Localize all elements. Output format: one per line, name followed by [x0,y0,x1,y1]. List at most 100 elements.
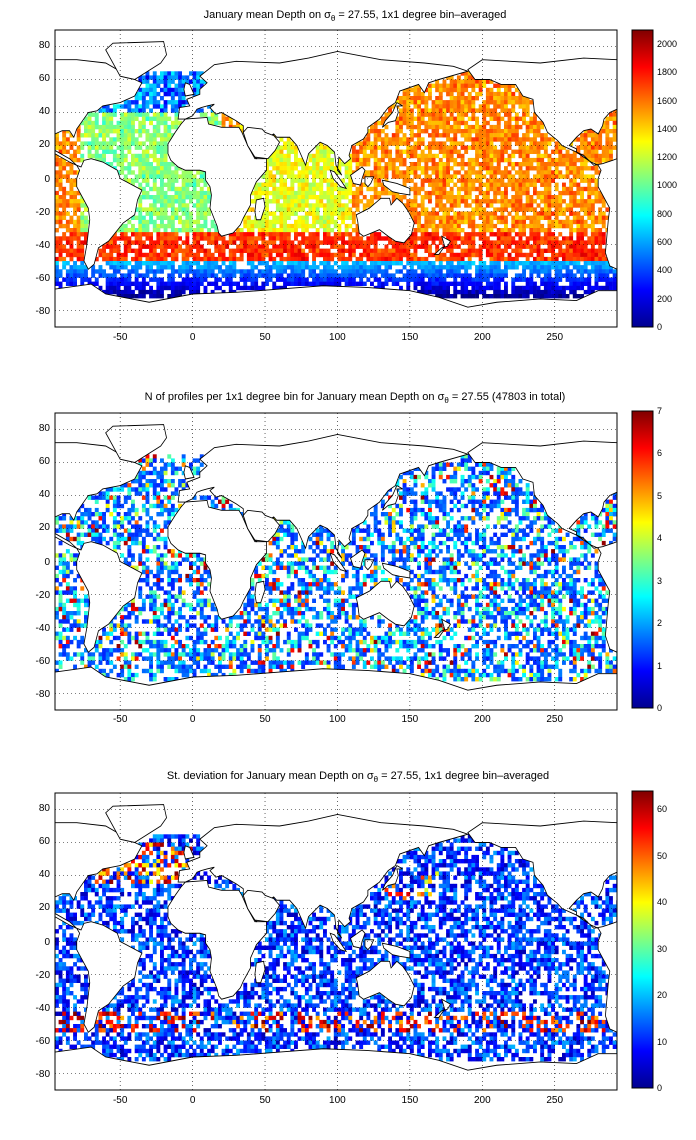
heatmap-cell [496,487,501,492]
heatmap-cell [290,166,295,171]
heatmap-cell [170,100,175,105]
heatmap-cell [489,149,494,154]
heatmap-cell [409,112,414,117]
heatmap-cell [380,157,385,163]
heatmap-cell [496,466,501,471]
heatmap-cell [344,265,349,270]
heatmap-cell [380,153,385,159]
heatmap-cell [609,129,613,134]
heatmap-cell [323,269,327,274]
heatmap-cell [438,120,443,126]
heatmap-cell [283,145,287,150]
x-tick-label: 100 [329,332,346,343]
heatmap-cell [587,248,592,253]
heatmap-cell [449,108,454,113]
heatmap-cell [518,273,523,278]
heatmap-cell [109,116,114,121]
heatmap-cell [540,178,545,183]
heatmap-cell [355,141,360,146]
heatmap-cell [453,228,458,233]
heatmap-cell [160,203,164,208]
heatmap-cell [406,166,411,171]
heatmap-cell [196,261,201,266]
heatmap-cell [163,87,168,93]
heatmap-cell [572,166,577,171]
heatmap-cell [174,199,179,204]
heatmap-cell [181,223,186,229]
heatmap-cell [511,289,516,295]
heatmap-cell [482,79,487,84]
heatmap-cell [243,232,248,237]
heatmap-cell [446,137,450,142]
heatmap-cell [355,157,360,163]
heatmap-cell [409,487,414,492]
heatmap-cell [583,166,588,171]
heatmap-cell [529,223,534,229]
heatmap-cell [131,129,135,134]
heatmap-cell [460,91,465,97]
heatmap-cell [141,207,146,212]
heatmap-cell [377,261,382,266]
heatmap-cell [221,244,226,249]
heatmap-cell [406,178,411,183]
heatmap-cell [460,87,465,93]
heatmap-cell [413,285,418,291]
heatmap-cell [69,219,74,225]
heatmap-cell [482,215,487,220]
heatmap-cell [196,265,201,270]
heatmap-cell [402,100,407,105]
heatmap-cell [489,219,494,225]
heatmap-cell [120,236,125,241]
heatmap-cell [112,108,117,113]
heatmap-cell [131,240,135,245]
heatmap-cell [65,261,70,266]
heatmap-cell [471,294,476,299]
heatmap-cell [598,232,603,237]
heatmap-cell [507,256,512,262]
heatmap-cell [127,129,132,134]
heatmap-cell [435,232,440,237]
heatmap-cell [286,232,291,237]
heatmap-cell [160,174,164,179]
heatmap-cell [112,232,117,237]
heatmap-cell [283,207,287,212]
heatmap-cell [174,232,179,237]
heatmap-cell [185,207,190,212]
heatmap-cell [583,157,588,163]
heatmap-cell [543,236,548,241]
heatmap-cell [558,157,563,163]
heatmap-cell [279,178,284,183]
heatmap-cell [279,170,284,175]
heatmap-cell [471,141,476,146]
heatmap-cell [543,186,548,192]
heatmap-cell [507,228,512,233]
heatmap-cell [333,166,338,171]
heatmap-cell [265,199,269,204]
heatmap-cell [384,186,389,192]
heatmap-cell [178,79,182,84]
heatmap-cell [80,232,85,237]
heatmap-cell [370,186,374,192]
heatmap-cell [478,479,483,484]
heatmap-cell [500,211,505,216]
heatmap-cell [283,240,287,245]
y-tick-label: 60 [39,73,51,84]
heatmap-cell [348,211,353,216]
heatmap-cell [145,236,150,241]
heatmap-cell [543,203,548,208]
heatmap-cell [138,182,143,187]
heatmap-cell [297,219,302,225]
heatmap-cell [127,294,132,299]
heatmap-cell [174,91,179,97]
heatmap-cell [558,203,563,208]
heatmap-cell [341,265,345,270]
heatmap-cell [417,133,421,138]
heatmap-cell [218,285,222,291]
heatmap-cell [612,277,617,282]
heatmap-cell [167,79,172,84]
heatmap-cell [449,236,454,241]
heatmap-cell [163,149,168,154]
heatmap-cell [460,219,465,225]
heatmap-cell [127,162,132,167]
heatmap-cell [348,182,353,187]
